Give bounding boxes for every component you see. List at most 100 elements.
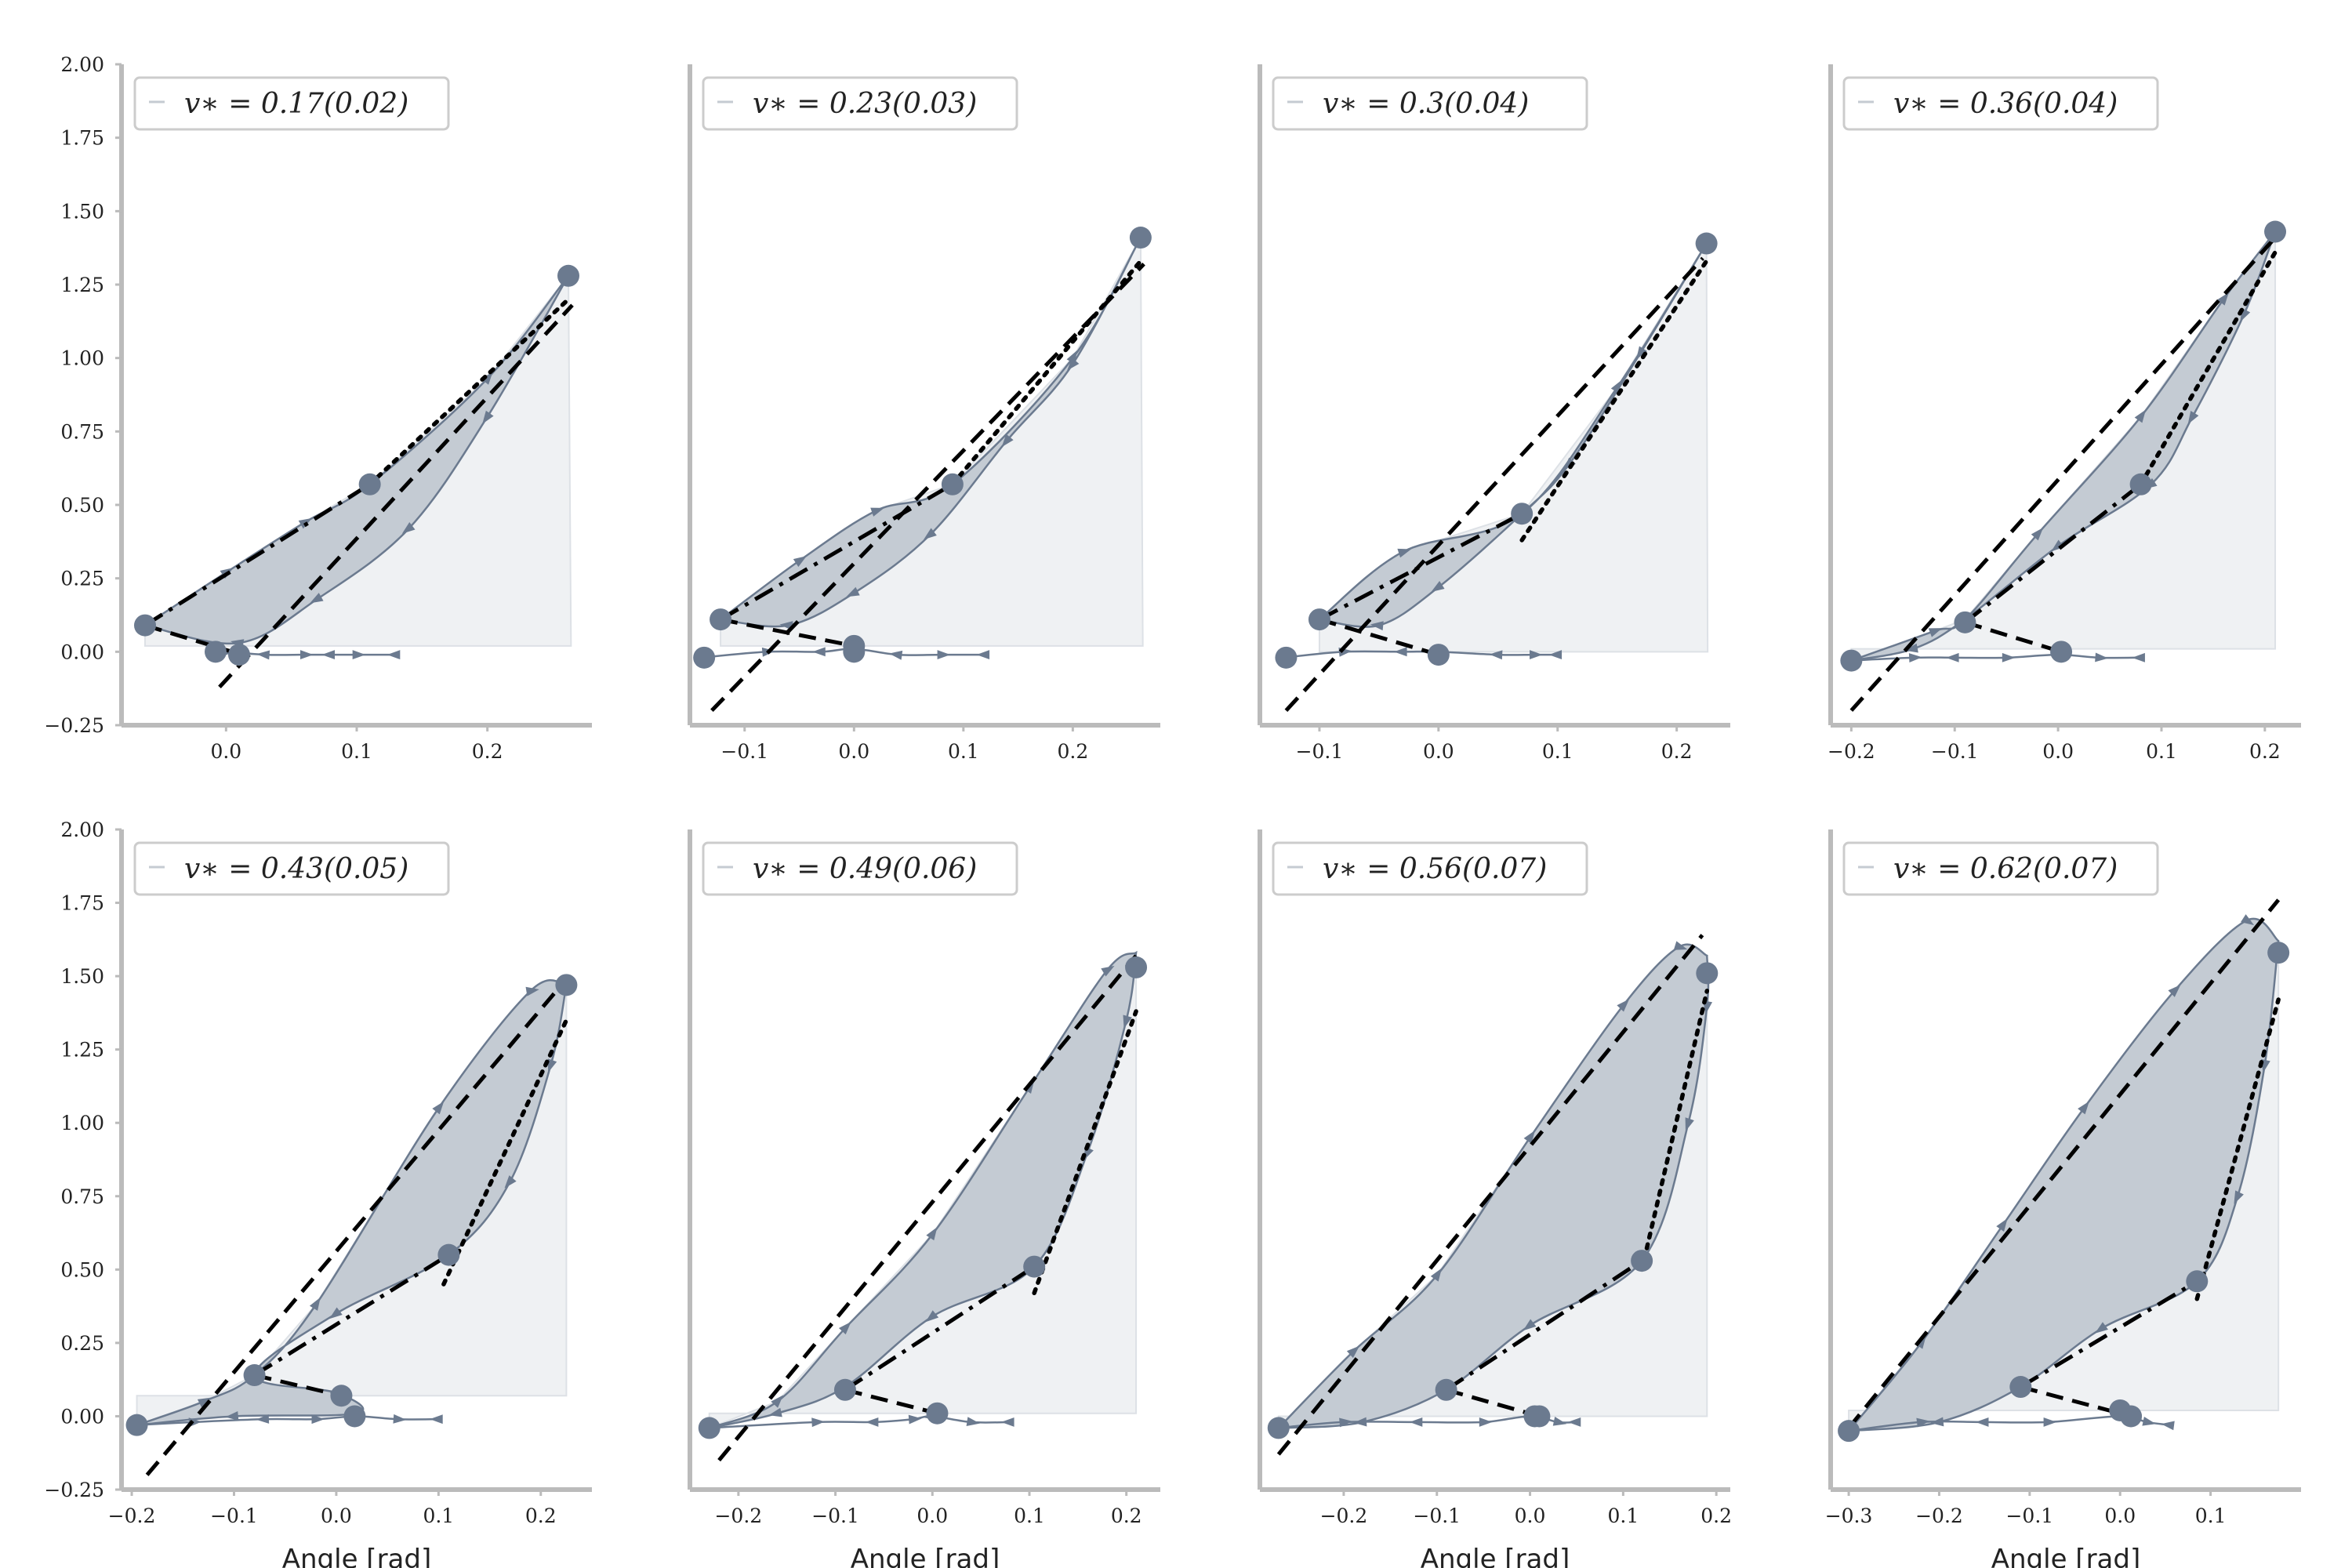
loop-arrow-marker — [225, 1411, 239, 1421]
data-point — [2050, 641, 2073, 663]
data-point — [1435, 1378, 1457, 1401]
fit-line-dotted — [1519, 259, 1709, 543]
tail-arrow-marker — [976, 650, 990, 660]
x-tick-label: 0.0 — [2104, 1504, 2136, 1527]
x-tick-label: 0.1 — [1542, 740, 1573, 763]
data-point — [693, 646, 716, 669]
loop-arrow-marker — [2095, 1322, 2108, 1334]
tail-arrow-marker — [256, 650, 270, 660]
tail-arrow-marker — [430, 1414, 443, 1425]
loop-arrow-marker — [1001, 434, 1014, 448]
loop-arrow-marker — [2134, 409, 2147, 423]
data-point — [1125, 956, 1148, 978]
data-point — [926, 1402, 949, 1425]
loop-arrow-marker — [525, 986, 539, 996]
data-point — [228, 644, 250, 666]
data-point — [1308, 608, 1330, 631]
loop-arrow-marker — [1430, 1268, 1443, 1282]
loop-arrow-marker — [1346, 1345, 1360, 1359]
data-point — [125, 1414, 148, 1436]
loop-arrow-marker — [482, 410, 494, 424]
data-point — [1696, 962, 1719, 985]
tail-arrow-marker — [1548, 650, 1563, 660]
x-tick-label: 0.2 — [1111, 1504, 1142, 1527]
x-tick-label: −0.1 — [1296, 740, 1344, 763]
x-tick-label: 0.0 — [1423, 740, 1454, 763]
tail-arrow-marker — [908, 1414, 922, 1425]
legend-label: v∗ = 0.56(0.07) — [1323, 853, 1547, 885]
loop-arrow-marker — [1431, 581, 1445, 592]
y-tick-label: 1.50 — [60, 200, 104, 223]
x-tick-label: −0.1 — [1931, 740, 1979, 763]
tail-arrow-marker — [1946, 652, 1959, 662]
tail-arrow-marker — [311, 1414, 325, 1425]
tail-arrow-marker — [1409, 1417, 1423, 1427]
x-tick-label: 0.1 — [2146, 740, 2177, 763]
data-point — [1267, 1417, 1290, 1439]
area-under-curve — [708, 951, 1138, 1429]
y-tick-label: 1.00 — [60, 1112, 104, 1134]
data-point — [1695, 232, 1718, 255]
legend-box — [702, 841, 1018, 896]
data-point — [343, 1405, 366, 1428]
loop-arrow-marker — [1673, 941, 1688, 950]
loop-arrow-marker — [1397, 548, 1411, 558]
y-tick-label: 0.25 — [60, 568, 104, 590]
x-tick-label: 0.0 — [321, 1504, 352, 1527]
y-tick-label: 0.75 — [60, 420, 104, 443]
loop-arrow-marker — [925, 1310, 939, 1323]
y-tick-label: 0.50 — [60, 1258, 104, 1281]
tail-arrow-marker — [352, 650, 366, 660]
subplot-2: −0.1 0.0 0.1 0.2 v∗ = 0.23(0.03) — [688, 64, 1160, 763]
data-point — [2267, 942, 2290, 964]
loop-arrow-marker — [2241, 914, 2255, 926]
fit-line-dashed — [1284, 256, 1704, 712]
legend-box — [702, 76, 1018, 131]
legend: v∗ = 0.23(0.03) — [702, 76, 1018, 131]
loop-arrow-marker — [310, 593, 324, 604]
data-point — [2120, 1405, 2143, 1428]
x-tick-label: −0.1 — [2005, 1504, 2053, 1527]
fit-line-dashed — [218, 303, 574, 688]
y-tick-label: −0.25 — [44, 714, 104, 737]
legend-label: v∗ = 0.3(0.04) — [1323, 88, 1529, 120]
data-point — [1838, 1420, 1860, 1443]
loop-arrow-marker — [2217, 292, 2229, 306]
y-tick-label: 0.00 — [60, 1405, 104, 1428]
data-point — [1275, 646, 1298, 669]
subplot-8: −0.3 −0.2 −0.1 0.0 0.1 Angle [rad] v∗ = 0.62(0… — [1825, 829, 2301, 1568]
fit-line-dashed — [1445, 1388, 1541, 1418]
loop-arrow-marker — [2031, 528, 2044, 541]
tail-arrow-marker — [811, 1417, 826, 1428]
fit-line-dotted — [1032, 1009, 1138, 1296]
loop-arrow-marker — [838, 1321, 851, 1335]
tail-arrow-marker — [1908, 653, 1922, 663]
loop-arrow-marker — [924, 528, 937, 540]
tail-arrow-marker — [1975, 1417, 1989, 1427]
data-point — [2009, 1376, 2032, 1399]
area-under-curve — [1850, 229, 2277, 662]
loop-arrow-marker — [1523, 1130, 1536, 1144]
loop-arrow-marker — [481, 372, 493, 385]
data-point — [1023, 1255, 1046, 1278]
y-tick-label: 0.00 — [60, 641, 104, 663]
data-point — [710, 608, 732, 631]
tail-arrow-marker — [2002, 652, 2016, 662]
fit-line-dashed — [1319, 617, 1439, 657]
tail-arrow-marker — [937, 650, 951, 660]
legend: v∗ = 0.43(0.05) — [133, 841, 450, 896]
x-tick-label: −0.2 — [1828, 740, 1875, 763]
fit-line-dotted — [2138, 250, 2278, 487]
data-point — [1631, 1250, 1653, 1272]
y-tick-label: 1.50 — [60, 965, 104, 988]
x-tick-label: −0.3 — [1825, 1504, 1873, 1527]
legend-label: v∗ = 0.43(0.05) — [184, 853, 408, 885]
x-tick-label: 0.2 — [472, 740, 503, 763]
x-tick-label: −0.2 — [108, 1504, 156, 1527]
fit-line-dotted — [441, 1018, 569, 1287]
loop-arrow-marker — [2051, 539, 2064, 552]
data-point — [698, 1417, 720, 1439]
data-point — [941, 473, 964, 495]
tail-arrow-marker — [321, 650, 335, 660]
